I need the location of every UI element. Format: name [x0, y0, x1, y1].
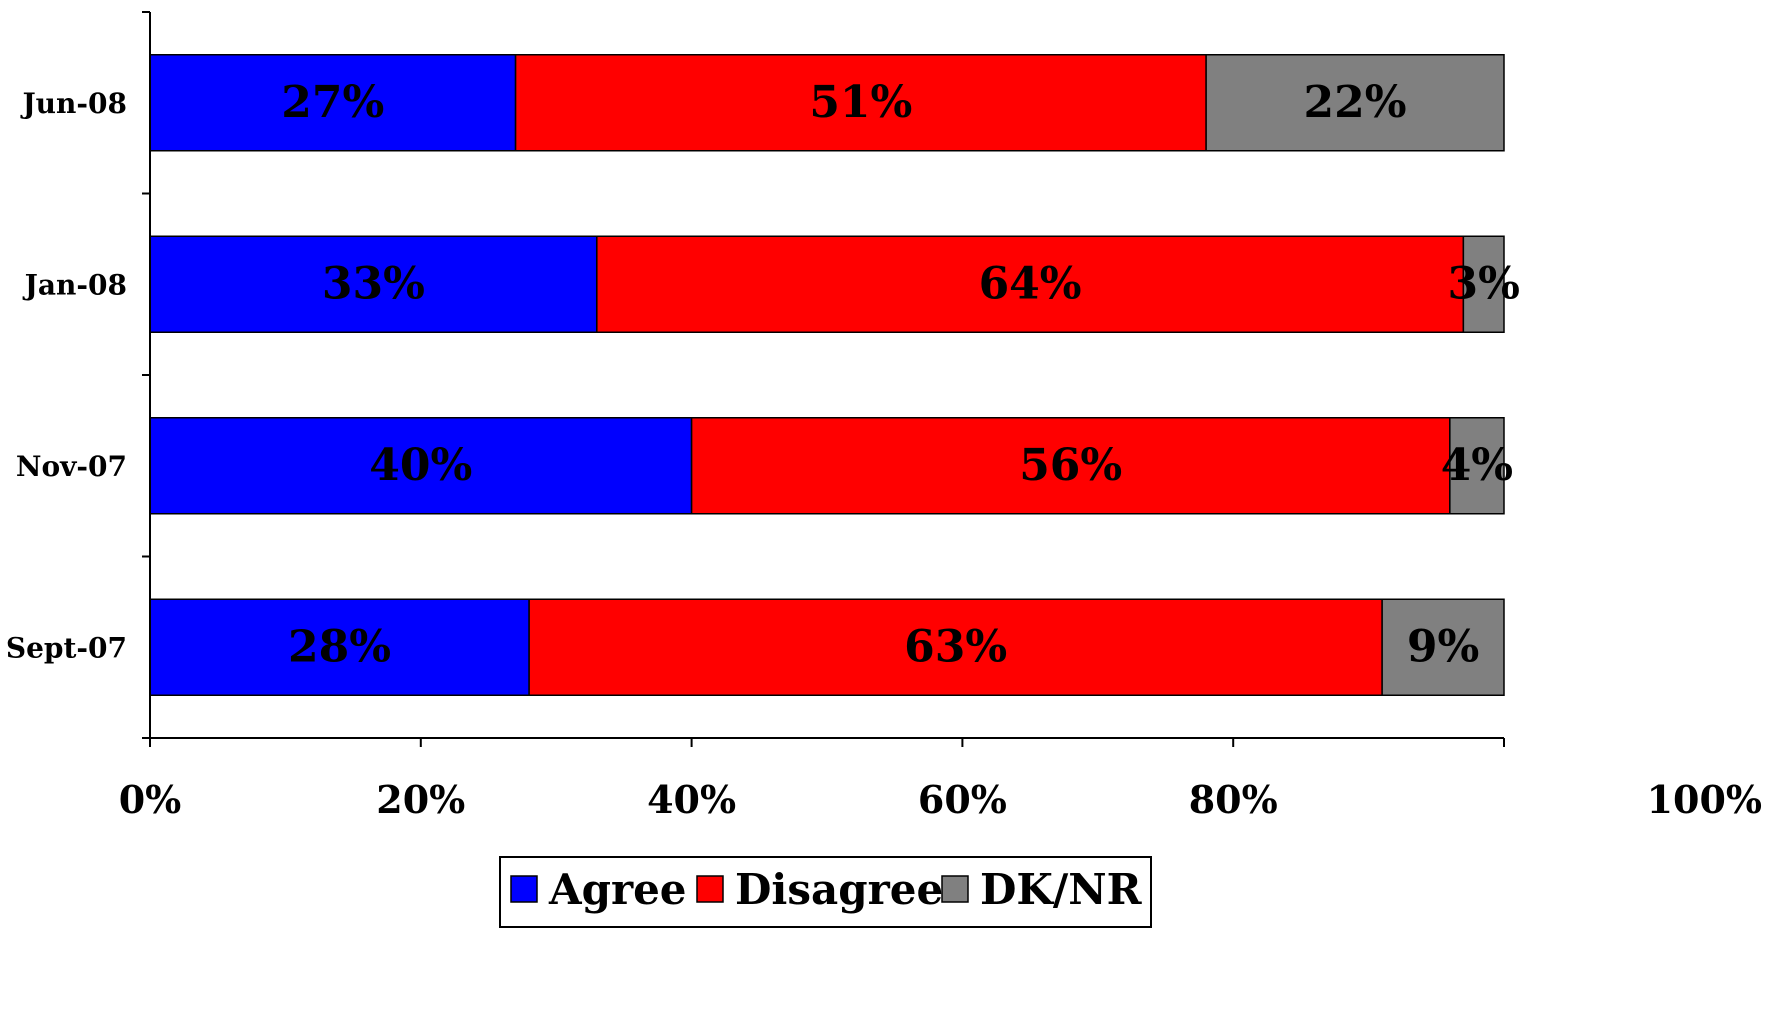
bar-dk-nr-nov-07: [1449, 417, 1505, 515]
bar-agree-jan-08: [149, 235, 598, 333]
x-tick-labels: 0% 20% 40% 60% 80% 100%: [119, 777, 1762, 822]
bar-dk-nr-jun-08: [1205, 54, 1505, 152]
bar-disagree-jan-08: [596, 235, 1465, 333]
data-label-agree-jan-08: 33%: [322, 258, 425, 309]
x-tick-label-0pct: 0%: [119, 777, 182, 822]
bar-disagree-jun-08: [514, 54, 1207, 152]
data-label-disagree-jun-08: 51%: [809, 77, 912, 128]
bar-dk-nr-sept-07: [1381, 598, 1505, 696]
category-labels: Jun-08 Jan-08 Nov-07 Sept-07: [6, 87, 127, 665]
x-tick-label-40pct: 40%: [647, 777, 736, 822]
category-label-jan-08: Jan-08: [22, 268, 127, 301]
data-label-disagree-sept-07: 63%: [904, 621, 1007, 672]
axes-layer: [142, 11, 1505, 747]
bar-agree-nov-07: [149, 417, 693, 515]
legend-swatch-agree: [510, 875, 538, 903]
data-label-dk-nr-nov-07: 4%: [1441, 440, 1513, 491]
category-label-sept-07: Sept-07: [6, 631, 127, 664]
data-labels-layer: 27% 51% 22% 33% 64% 3% 40% 56% 4% 28% 63% 9%: [281, 77, 1520, 673]
category-label-nov-07: Nov-07: [16, 450, 127, 483]
x-tick-label-20pct: 20%: [376, 777, 465, 822]
data-label-disagree-jan-08: 64%: [979, 258, 1082, 309]
x-tick-label-80pct: 80%: [1189, 777, 1278, 822]
bar-disagree-nov-07: [690, 417, 1451, 515]
x-tick-label-100pct: 100%: [1647, 777, 1762, 822]
category-label-jun-08: Jun-08: [19, 87, 127, 120]
legend: Agree Disagree DK/NR: [499, 856, 1152, 928]
data-label-dk-nr-sept-07: 9%: [1407, 621, 1479, 672]
legend-label-dk-nr: DK/NR: [980, 865, 1143, 914]
x-tick-label-60pct: 60%: [918, 777, 1007, 822]
data-label-disagree-nov-07: 56%: [1019, 440, 1122, 491]
bar-agree-jun-08: [149, 54, 517, 152]
data-label-agree-jun-08: 27%: [281, 77, 384, 128]
legend-box: [499, 856, 1152, 928]
legend-swatch-dk-nr: [941, 875, 969, 903]
data-label-agree-nov-07: 40%: [369, 440, 472, 491]
data-label-dk-nr-jan-08: 3%: [1447, 258, 1519, 309]
data-label-dk-nr-jun-08: 22%: [1304, 77, 1407, 128]
legend-label-disagree: Disagree: [735, 865, 943, 914]
bar-agree-sept-07: [149, 598, 530, 696]
data-label-agree-sept-07: 28%: [288, 621, 391, 672]
bars-layer: [149, 54, 1505, 696]
legend-swatch-disagree: [696, 875, 724, 903]
bar-dk-nr-jan-08: [1462, 235, 1505, 333]
legend-label-agree: Agree: [548, 865, 687, 914]
